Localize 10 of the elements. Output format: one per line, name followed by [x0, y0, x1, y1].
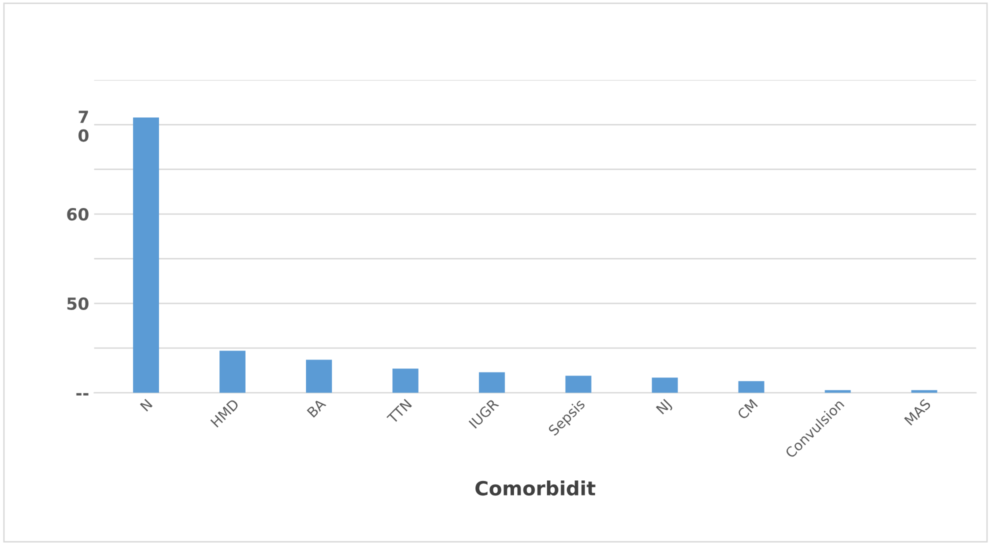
y-tick-label: 50: [67, 297, 88, 310]
y-tick-label: --: [76, 393, 88, 396]
x-tick-label: N: [140, 398, 153, 412]
x-tick-label: NJ: [656, 398, 674, 416]
x-axis-title: Comorbidit: [475, 480, 596, 496]
y-tick-label: 7 0: [78, 110, 88, 142]
x-tick-label: BA: [306, 398, 326, 418]
y-tick-label: 60: [67, 208, 88, 221]
x-tick-label: TTN: [386, 398, 412, 424]
x-tick-label: CM: [736, 398, 758, 420]
